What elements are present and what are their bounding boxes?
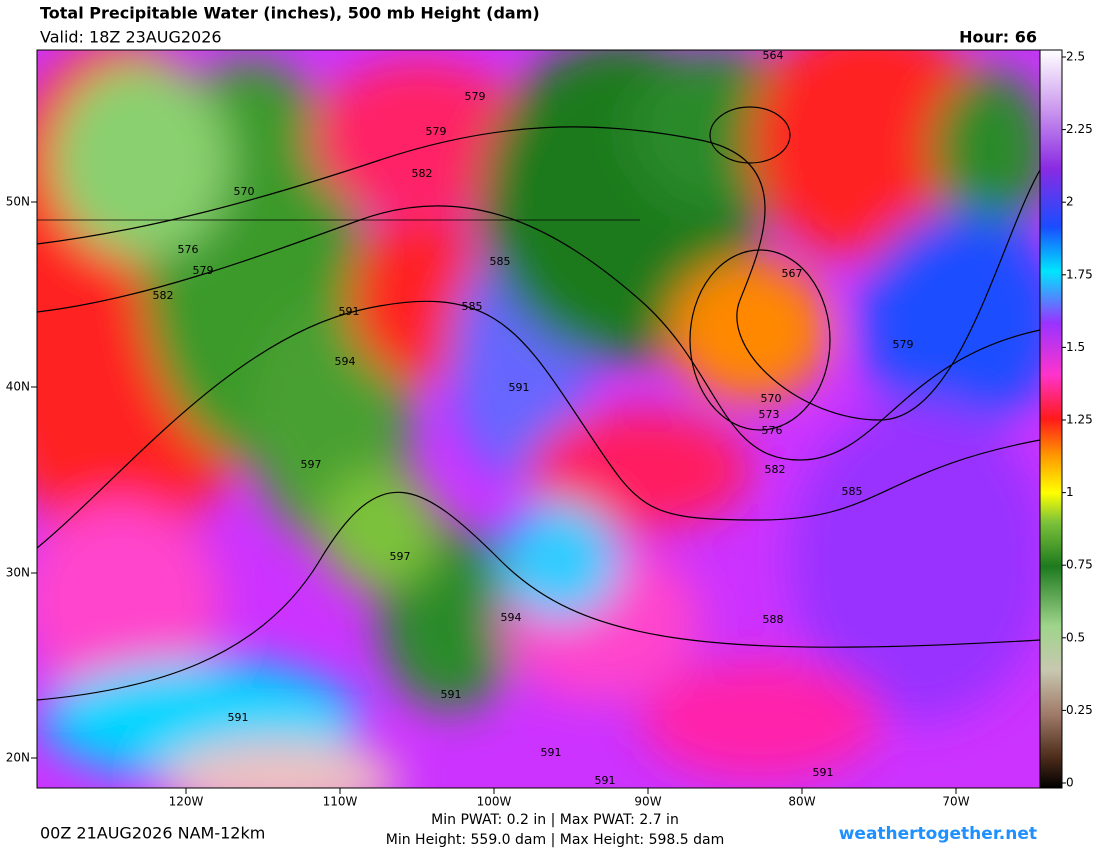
site-credit: weathertogether.net [839,824,1037,844]
contour-line [37,205,1040,461]
contour-label: 582 [153,289,174,302]
colorbar-label: 0.75 [1066,558,1093,572]
pwat-range: Min PWAT: 0.2 in | Max PWAT: 2.7 in [431,812,679,828]
colorbar-label: 0.5 [1066,630,1085,644]
contour-line [689,249,831,431]
contour-label: 579 [426,125,447,138]
map-field [37,50,1040,788]
lat-label: 30N [6,566,30,580]
contour-label: 567 [782,267,803,280]
lon-label: 110W [323,795,358,809]
contour-label: 585 [462,300,483,313]
colorbar-scale [1039,49,1063,789]
colorbar-label: 0 [1066,776,1074,790]
model-run: 00Z 21AUG2026 NAM-12km [40,824,265,843]
colorbar-label: 0.25 [1066,703,1093,717]
contour-label: 591 [441,688,462,701]
contour-label: 570 [234,185,255,198]
contour-line [709,106,791,164]
contour-line [37,126,1040,421]
contour-label: 579 [465,90,486,103]
contour-label: 594 [335,355,356,368]
contour-label: 591 [339,305,360,318]
contour-label: 588 [763,613,784,626]
lon-label: 70W [942,795,969,809]
contour-label: 591 [541,746,562,759]
valid-time: Valid: 18Z 23AUG2026 [40,28,222,47]
contour-label: 594 [501,611,522,624]
contour-label: 585 [842,485,863,498]
colorbar-label: 2.5 [1066,50,1085,64]
contour-line [37,491,1040,701]
contour-label: 564 [763,49,784,62]
lat-label: 40N [6,380,30,394]
contour-label: 597 [390,550,411,563]
contour-label: 570 [761,392,782,405]
colorbar-label: 1.75 [1066,267,1093,281]
colorbar: 0 0.25 0.5 0.75 1 1.25 1.5 1.75 2 2.25 2.5 [1039,49,1093,790]
contour-line [37,300,1040,549]
contour-label: 576 [178,243,199,256]
colorbar-label: 2 [1066,195,1074,209]
title: Total Precipitable Water (inches), 500 m… [40,4,540,23]
contour-label: 582 [765,463,786,476]
contour-label: 591 [509,381,530,394]
contour-label: 585 [490,255,511,268]
contour-label: 591 [595,774,616,787]
lon-label: 120W [169,795,204,809]
contour-label: 579 [193,264,214,277]
colorbar-label: 1.5 [1066,340,1085,354]
contour-label: 582 [412,167,433,180]
contour-label: 591 [813,766,834,779]
forecast-hour: Hour: 66 [959,28,1037,47]
contour-label: 597 [301,458,322,471]
colorbar-label: 1.25 [1066,413,1093,427]
lat-label: 50N [6,195,30,209]
contour-label: 573 [759,408,780,421]
contour-label: 591 [228,711,249,724]
contour-label: 576 [762,424,783,437]
height-range: Min Height: 559.0 dam | Max Height: 598.… [386,832,724,848]
lon-label: 80W [788,795,815,809]
lat-label: 20N [6,751,30,765]
colorbar-label: 1 [1066,485,1074,499]
lon-label: 90W [634,795,661,809]
colorbar-label: 2.25 [1066,122,1093,136]
contour-label: 579 [893,338,914,351]
lon-label: 100W [477,795,512,809]
